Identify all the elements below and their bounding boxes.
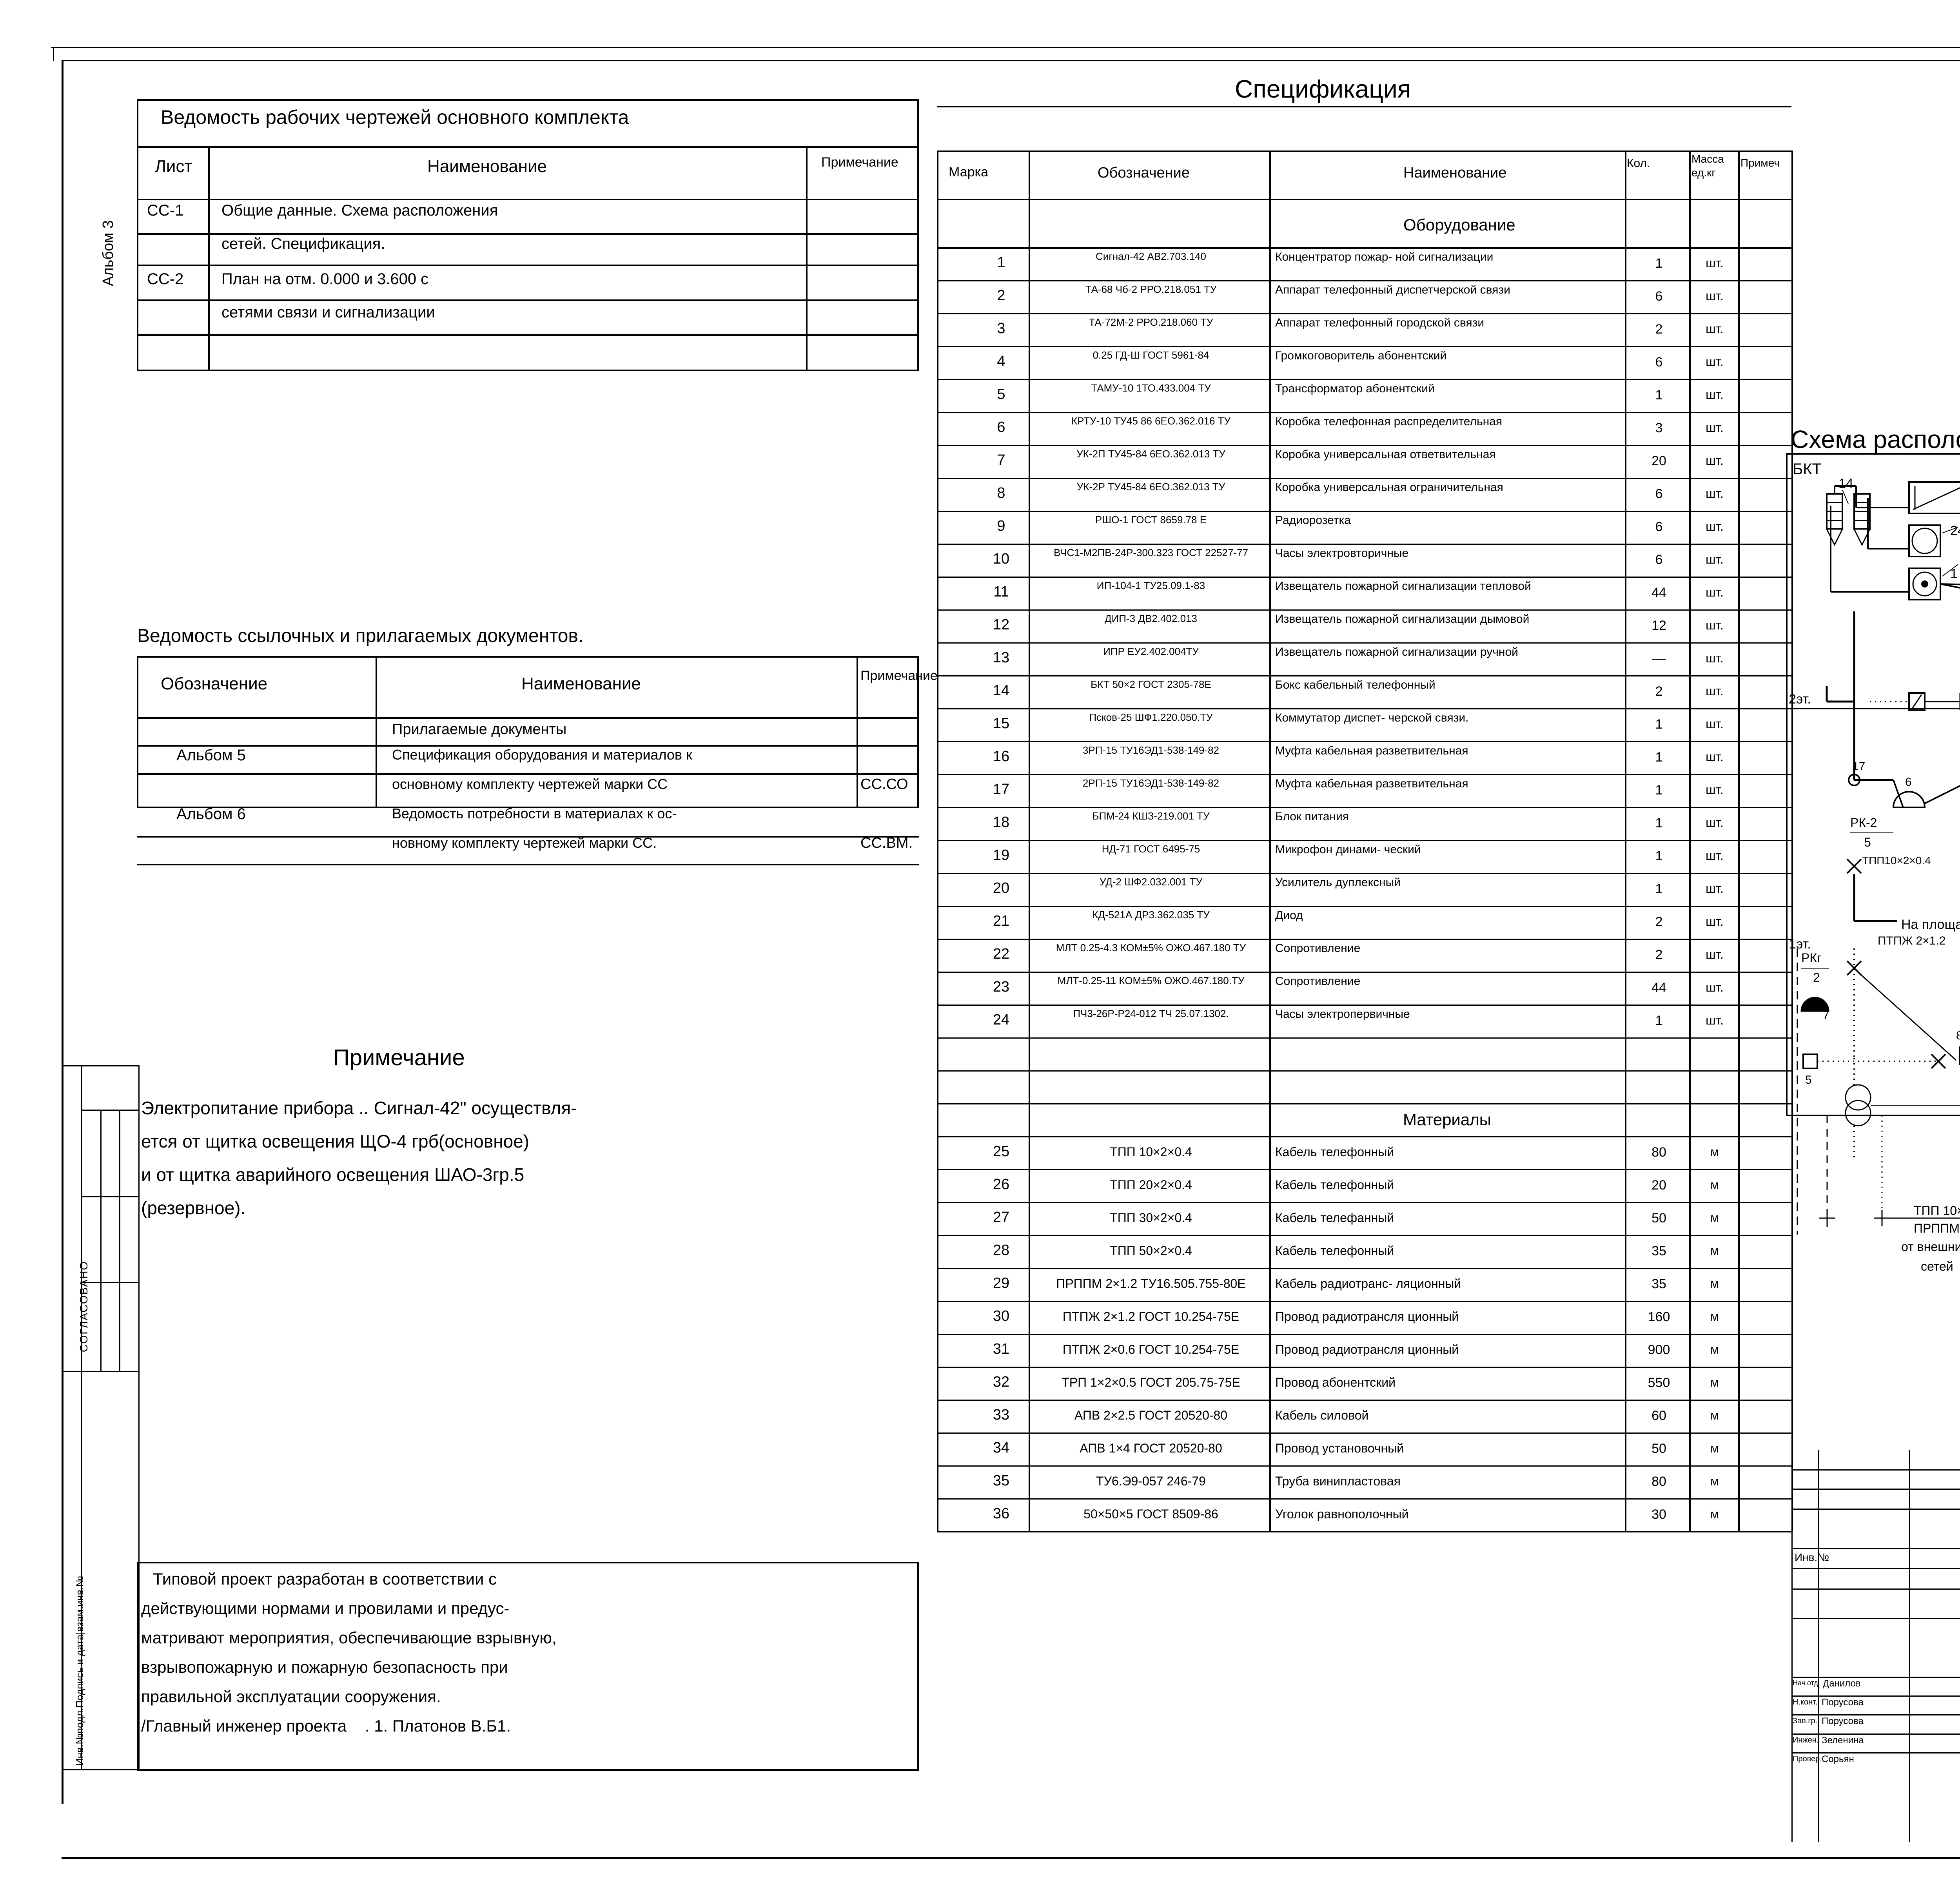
svg-text:7: 7 (1823, 1009, 1829, 1022)
svg-text:На площадку: На площадку (1901, 917, 1960, 932)
svg-text:ТПП 10×2×0.4: ТПП 10×2×0.4 (1914, 1204, 1960, 1218)
svg-text:17: 17 (1852, 760, 1865, 773)
svg-text:РК-2: РК-2 (1850, 816, 1877, 830)
svg-text:2: 2 (1813, 970, 1820, 985)
svg-text:ПТПЖ 2×1.2: ПТПЖ 2×1.2 (1878, 934, 1945, 947)
svg-text:6: 6 (1905, 776, 1912, 789)
svg-text:сетей: сетей (1921, 1259, 1953, 1273)
svg-text:ТПП10×2×0.4: ТПП10×2×0.4 (1862, 854, 1931, 867)
svg-text:5: 5 (1805, 1073, 1812, 1086)
svg-text:8: 8 (1956, 1029, 1960, 1042)
svg-text:ПРППМ 2×1.2: ПРППМ 2×1.2 (1914, 1221, 1960, 1235)
svg-text:РКг: РКг (1801, 951, 1822, 965)
svg-text:от внешних: от внешних (1901, 1240, 1960, 1254)
svg-text:5: 5 (1864, 835, 1871, 849)
